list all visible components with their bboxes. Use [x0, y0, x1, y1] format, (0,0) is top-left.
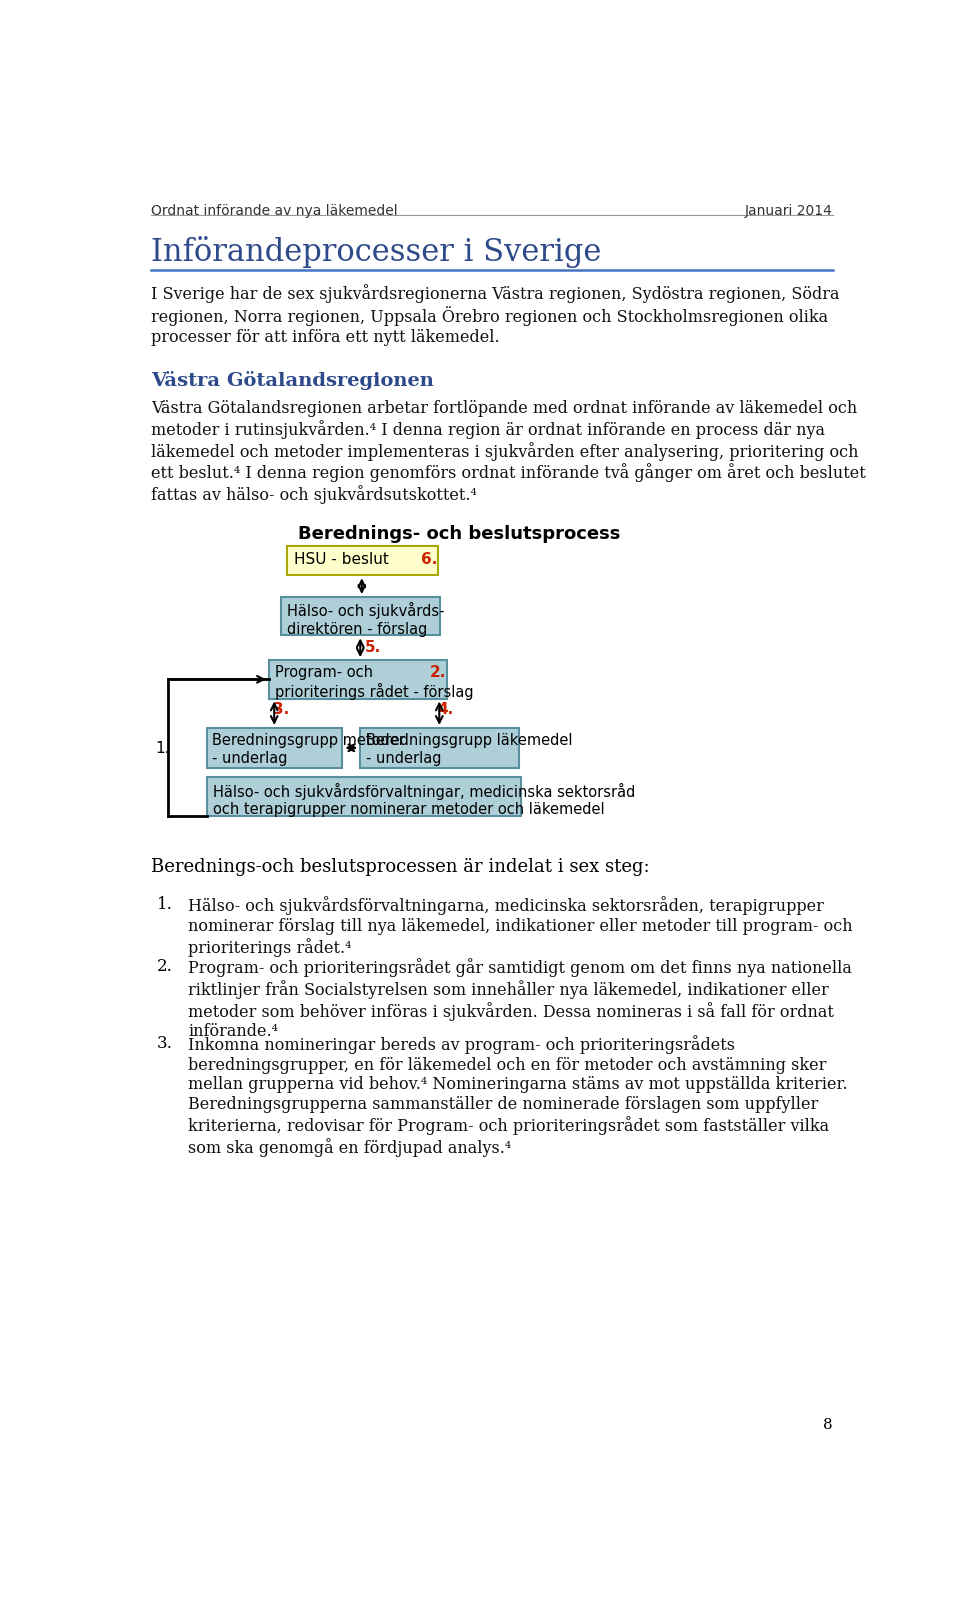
Text: Berednings-och beslutsprocessen är indelat i sex steg:: Berednings-och beslutsprocessen är indel… — [151, 858, 650, 875]
Text: Program- och
prioriterings rådet - förslag: Program- och prioriterings rådet - försl… — [275, 666, 473, 700]
Bar — [269, 659, 447, 698]
Text: Berednings- och beslutsprocess: Berednings- och beslutsprocess — [299, 524, 620, 543]
Text: 8: 8 — [824, 1417, 833, 1431]
Text: 5.: 5. — [365, 640, 381, 654]
Text: Inkomna nomineringar bereds av program- och prioriteringsrådets
beredningsgruppe: Inkomna nomineringar bereds av program- … — [188, 1035, 848, 1156]
Bar — [206, 777, 520, 816]
Text: 6.: 6. — [420, 553, 437, 567]
Bar — [287, 546, 438, 575]
Text: I Sverige har de sex sjukvårdsregionerna Västra regionen, Sydöstra regionen, Söd: I Sverige har de sex sjukvårdsregionerna… — [151, 284, 839, 347]
Text: Hälso- och sjukvårdsförvaltningarna, medicinska sektorsråden, terapigrupper
nomi: Hälso- och sjukvårdsförvaltningarna, med… — [188, 896, 852, 958]
Bar — [281, 596, 440, 635]
Text: Införandeprocesser i Sverige: Införandeprocesser i Sverige — [151, 235, 601, 268]
Text: Beredningsgrupp metoder
- underlag: Beredningsgrupp metoder - underlag — [212, 733, 405, 766]
Text: Program- och prioriteringsrådet går samtidigt genom om det finns nya nationella
: Program- och prioriteringsrådet går samt… — [188, 958, 852, 1040]
Text: 2.: 2. — [430, 666, 446, 680]
Text: Beredningsgrupp läkemedel
- underlag: Beredningsgrupp läkemedel - underlag — [366, 733, 572, 766]
Text: Västra Götalandsregionen: Västra Götalandsregionen — [151, 371, 434, 390]
Text: Hälso- och sjukvårdsförvaltningar, medicinska sektorsråd
och terapigrupper nomin: Hälso- och sjukvårdsförvaltningar, medic… — [213, 782, 636, 817]
Text: Hälso- och sjukvårds-
direktören - förslag: Hälso- och sjukvårds- direktören - försl… — [287, 603, 444, 637]
Text: 1.: 1. — [156, 742, 170, 756]
Text: Västra Götalandsregionen arbetar fortlöpande med ordnat införande av läkemedel o: Västra Götalandsregionen arbetar fortlöp… — [151, 400, 866, 505]
Text: Ordnat införande av nya läkemedel: Ordnat införande av nya läkemedel — [151, 205, 397, 218]
Text: HSU - beslut: HSU - beslut — [295, 553, 389, 567]
Text: 2.: 2. — [157, 958, 173, 975]
Text: 3.: 3. — [157, 1035, 173, 1053]
Text: Januari 2014: Januari 2014 — [745, 205, 833, 218]
Text: 1.: 1. — [157, 896, 173, 914]
Text: 3.: 3. — [273, 701, 289, 717]
Bar — [360, 729, 519, 767]
Text: 4.: 4. — [438, 701, 454, 717]
Bar — [206, 729, 343, 767]
